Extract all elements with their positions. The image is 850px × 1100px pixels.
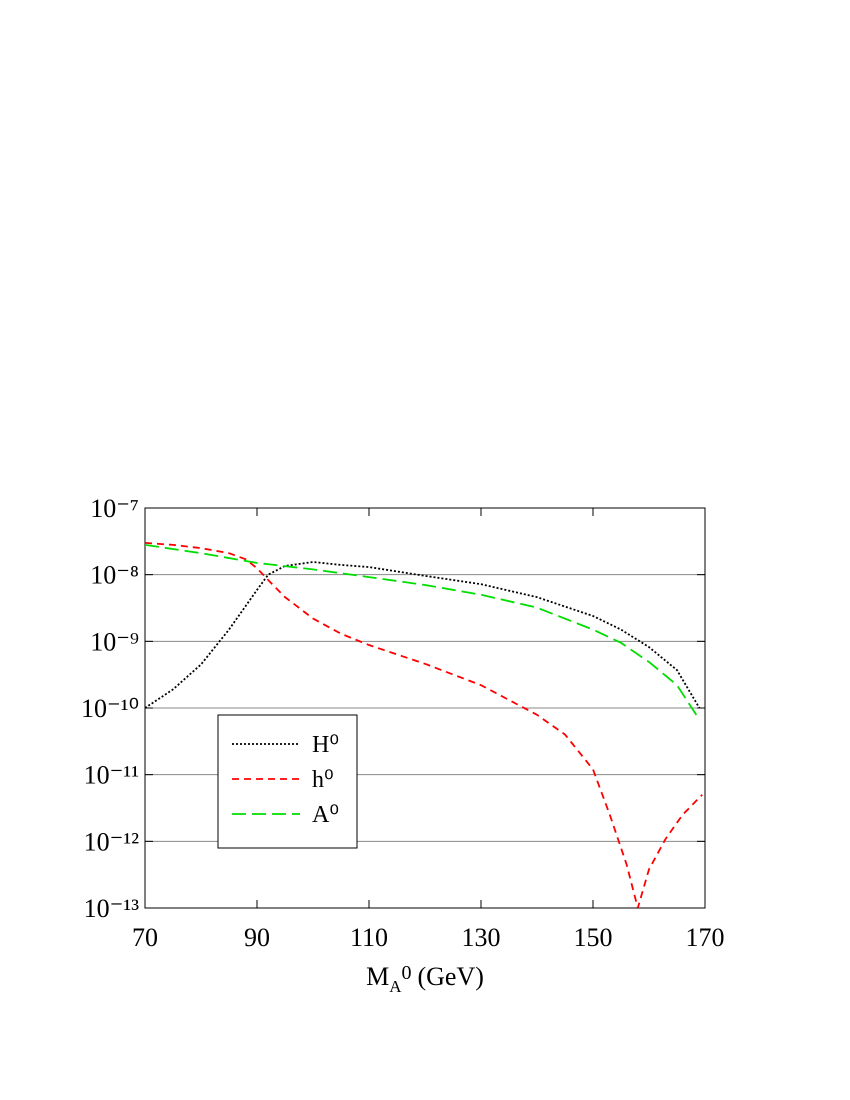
y-tick-label: 10⁻⁹ xyxy=(90,627,139,656)
x-tick-label: 110 xyxy=(350,923,388,952)
y-tick-label: 10⁻⁸ xyxy=(90,561,139,590)
x-label-unit: (GeV) xyxy=(417,962,483,991)
x-label-sup: 0 xyxy=(401,962,411,984)
y-tick-label: 10⁻¹¹ xyxy=(84,761,139,790)
legend-box xyxy=(217,714,358,849)
legend-label: A⁰ xyxy=(312,802,339,828)
x-label-main: M xyxy=(366,962,389,991)
x-tick-label: 170 xyxy=(686,923,725,952)
legend-label: H⁰ xyxy=(312,732,339,758)
series-line xyxy=(145,543,701,721)
y-tick-label: 10⁻¹³ xyxy=(84,894,140,923)
y-tick-label: 10⁻¹⁰ xyxy=(81,694,139,723)
x-tick-label: 130 xyxy=(462,923,501,952)
x-label-sub: A xyxy=(389,977,402,996)
series-line xyxy=(145,561,701,709)
legend: H⁰ h⁰ A⁰ xyxy=(217,714,358,849)
y-tick-label: 10⁻¹² xyxy=(84,827,140,856)
series-line xyxy=(145,541,703,908)
y-tick-label: 10⁻⁷ xyxy=(90,494,139,523)
x-tick-label: 150 xyxy=(574,923,613,952)
x-tick-label: 90 xyxy=(244,923,270,952)
legend-label: h⁰ xyxy=(312,767,334,793)
x-axis-label: MA0 (GeV) xyxy=(366,962,484,996)
x-tick-label: 70 xyxy=(132,923,158,952)
